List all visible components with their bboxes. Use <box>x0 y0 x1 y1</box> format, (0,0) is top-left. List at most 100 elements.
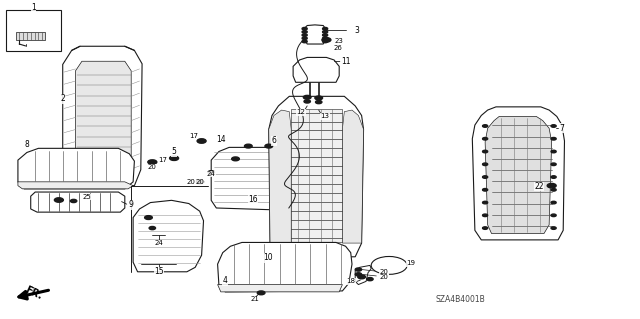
Text: 1: 1 <box>31 4 36 12</box>
Text: 17: 17 <box>159 157 168 162</box>
Polygon shape <box>218 242 352 292</box>
Text: 8: 8 <box>24 140 29 149</box>
Circle shape <box>323 31 328 33</box>
Circle shape <box>149 226 156 230</box>
Circle shape <box>483 189 488 191</box>
Polygon shape <box>485 116 552 234</box>
Text: 21: 21 <box>250 296 259 302</box>
Text: 24: 24 <box>207 171 216 177</box>
Text: 20: 20 <box>186 180 195 185</box>
Circle shape <box>551 201 556 204</box>
Circle shape <box>145 216 152 219</box>
Circle shape <box>54 198 63 202</box>
Polygon shape <box>293 57 339 82</box>
Text: 7: 7 <box>559 124 564 133</box>
Circle shape <box>483 214 488 217</box>
Circle shape <box>323 34 328 36</box>
Text: 22: 22 <box>534 182 543 191</box>
Polygon shape <box>76 61 131 170</box>
Circle shape <box>304 100 310 103</box>
Circle shape <box>551 227 556 229</box>
Text: 25: 25 <box>82 194 91 200</box>
Text: 23: 23 <box>335 39 344 44</box>
Circle shape <box>483 163 488 166</box>
Text: 3: 3 <box>355 26 360 35</box>
Text: 20: 20 <box>380 269 388 275</box>
Circle shape <box>483 150 488 153</box>
Circle shape <box>551 137 556 140</box>
Text: 10: 10 <box>262 253 273 262</box>
Circle shape <box>302 27 307 30</box>
Circle shape <box>483 201 488 204</box>
Text: 13: 13 <box>321 114 330 119</box>
Text: 2: 2 <box>60 94 65 103</box>
Circle shape <box>323 27 328 30</box>
Circle shape <box>302 40 307 43</box>
Circle shape <box>547 183 556 188</box>
Polygon shape <box>305 25 325 44</box>
Circle shape <box>355 268 362 271</box>
Circle shape <box>208 171 214 174</box>
Circle shape <box>70 199 77 203</box>
Text: 19: 19 <box>406 260 415 266</box>
Circle shape <box>197 139 206 143</box>
Circle shape <box>232 157 239 161</box>
Circle shape <box>371 256 407 274</box>
Circle shape <box>265 144 273 148</box>
Polygon shape <box>18 148 134 189</box>
Polygon shape <box>291 109 342 242</box>
Circle shape <box>483 227 488 229</box>
Text: 20: 20 <box>148 165 157 170</box>
Polygon shape <box>269 110 291 243</box>
Circle shape <box>322 38 331 42</box>
Circle shape <box>551 189 556 191</box>
Circle shape <box>148 160 157 164</box>
Text: 24: 24 <box>154 240 163 246</box>
Polygon shape <box>342 110 364 243</box>
Circle shape <box>302 31 307 33</box>
Circle shape <box>367 278 373 281</box>
Text: 18: 18 <box>346 278 355 284</box>
Polygon shape <box>355 265 371 285</box>
Text: 26: 26 <box>333 46 342 51</box>
Circle shape <box>302 34 307 36</box>
Circle shape <box>244 144 252 148</box>
Text: 15: 15 <box>154 267 164 276</box>
Circle shape <box>315 96 323 100</box>
Circle shape <box>323 37 328 40</box>
Circle shape <box>551 214 556 217</box>
Circle shape <box>355 273 362 276</box>
Circle shape <box>323 40 328 43</box>
Circle shape <box>483 137 488 140</box>
Polygon shape <box>211 147 294 210</box>
Text: 11: 11 <box>341 57 350 66</box>
Circle shape <box>551 125 556 127</box>
Polygon shape <box>18 182 133 189</box>
Text: 12: 12 <box>296 109 305 115</box>
Circle shape <box>551 176 556 178</box>
Polygon shape <box>269 96 364 257</box>
Circle shape <box>483 176 488 178</box>
Text: 20: 20 <box>380 274 388 280</box>
Bar <box>6 10 61 51</box>
Circle shape <box>551 150 556 153</box>
Polygon shape <box>31 192 125 212</box>
Polygon shape <box>16 32 45 40</box>
Text: 14: 14 <box>216 135 226 144</box>
Text: 4: 4 <box>223 276 228 285</box>
Circle shape <box>551 163 556 166</box>
Text: FR.: FR. <box>23 285 44 301</box>
Circle shape <box>170 156 179 160</box>
Text: 5: 5 <box>172 147 177 156</box>
Polygon shape <box>472 107 564 240</box>
Polygon shape <box>63 46 142 186</box>
Circle shape <box>358 275 365 279</box>
Polygon shape <box>218 285 342 292</box>
Circle shape <box>316 100 322 104</box>
Circle shape <box>257 291 265 295</box>
Text: SZA4B4001B: SZA4B4001B <box>436 295 486 304</box>
Circle shape <box>303 95 311 99</box>
Text: 9: 9 <box>129 200 134 209</box>
Text: 20: 20 <box>195 180 204 185</box>
Text: 17: 17 <box>189 133 198 138</box>
